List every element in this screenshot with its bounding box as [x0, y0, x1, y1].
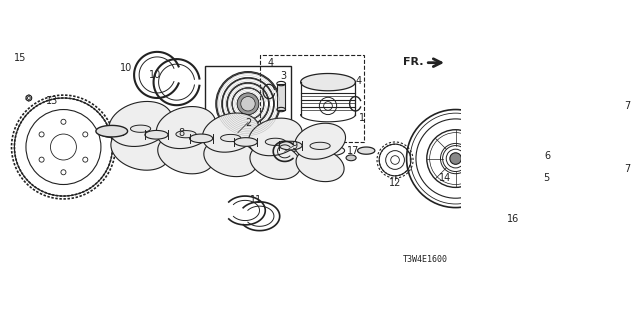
Bar — [277, 84, 285, 109]
Polygon shape — [221, 134, 241, 142]
Polygon shape — [131, 125, 150, 132]
Polygon shape — [294, 123, 346, 159]
Text: 8: 8 — [179, 128, 185, 138]
Polygon shape — [301, 74, 355, 91]
Polygon shape — [96, 125, 127, 137]
Polygon shape — [100, 127, 124, 135]
Polygon shape — [109, 101, 172, 147]
Text: 5: 5 — [543, 173, 550, 183]
Polygon shape — [266, 138, 285, 145]
Polygon shape — [273, 142, 301, 152]
Text: 4: 4 — [356, 76, 362, 86]
Text: 3: 3 — [280, 71, 286, 81]
Polygon shape — [316, 146, 344, 156]
Circle shape — [241, 97, 255, 111]
Polygon shape — [550, 158, 582, 169]
Polygon shape — [176, 131, 196, 138]
Polygon shape — [234, 138, 257, 146]
Polygon shape — [157, 135, 214, 174]
Polygon shape — [189, 134, 212, 143]
Polygon shape — [186, 135, 215, 145]
Circle shape — [237, 93, 259, 115]
Text: 9: 9 — [291, 140, 297, 151]
Text: 14: 14 — [440, 173, 452, 183]
Text: 10: 10 — [120, 63, 132, 74]
Polygon shape — [310, 142, 330, 149]
Polygon shape — [250, 143, 301, 180]
Polygon shape — [99, 128, 128, 138]
Polygon shape — [553, 84, 579, 94]
Text: 2: 2 — [245, 117, 251, 127]
Text: 11: 11 — [250, 195, 262, 205]
Bar — [260, 55, 364, 142]
Text: 16: 16 — [507, 214, 520, 224]
Polygon shape — [296, 148, 344, 182]
Polygon shape — [111, 128, 170, 170]
Text: 4: 4 — [268, 58, 274, 68]
Text: 17: 17 — [347, 146, 360, 156]
Bar — [205, 66, 291, 142]
Polygon shape — [202, 113, 259, 152]
Polygon shape — [204, 139, 257, 177]
Circle shape — [450, 153, 461, 164]
Polygon shape — [248, 118, 302, 156]
Text: FR.: FR. — [403, 57, 424, 67]
Text: 12: 12 — [389, 178, 401, 188]
Polygon shape — [145, 131, 168, 139]
Text: 7: 7 — [624, 164, 630, 174]
Polygon shape — [143, 131, 172, 141]
Polygon shape — [358, 147, 375, 154]
Polygon shape — [229, 138, 258, 148]
Text: T3W4E1600: T3W4E1600 — [403, 255, 448, 264]
Ellipse shape — [346, 155, 356, 161]
Text: 15: 15 — [14, 52, 26, 63]
Text: 7: 7 — [624, 101, 630, 111]
Text: 13: 13 — [46, 96, 58, 106]
Text: 10: 10 — [149, 70, 161, 80]
Polygon shape — [279, 141, 302, 150]
Text: 6: 6 — [545, 151, 551, 161]
Text: 1: 1 — [359, 113, 365, 123]
Polygon shape — [156, 107, 216, 148]
